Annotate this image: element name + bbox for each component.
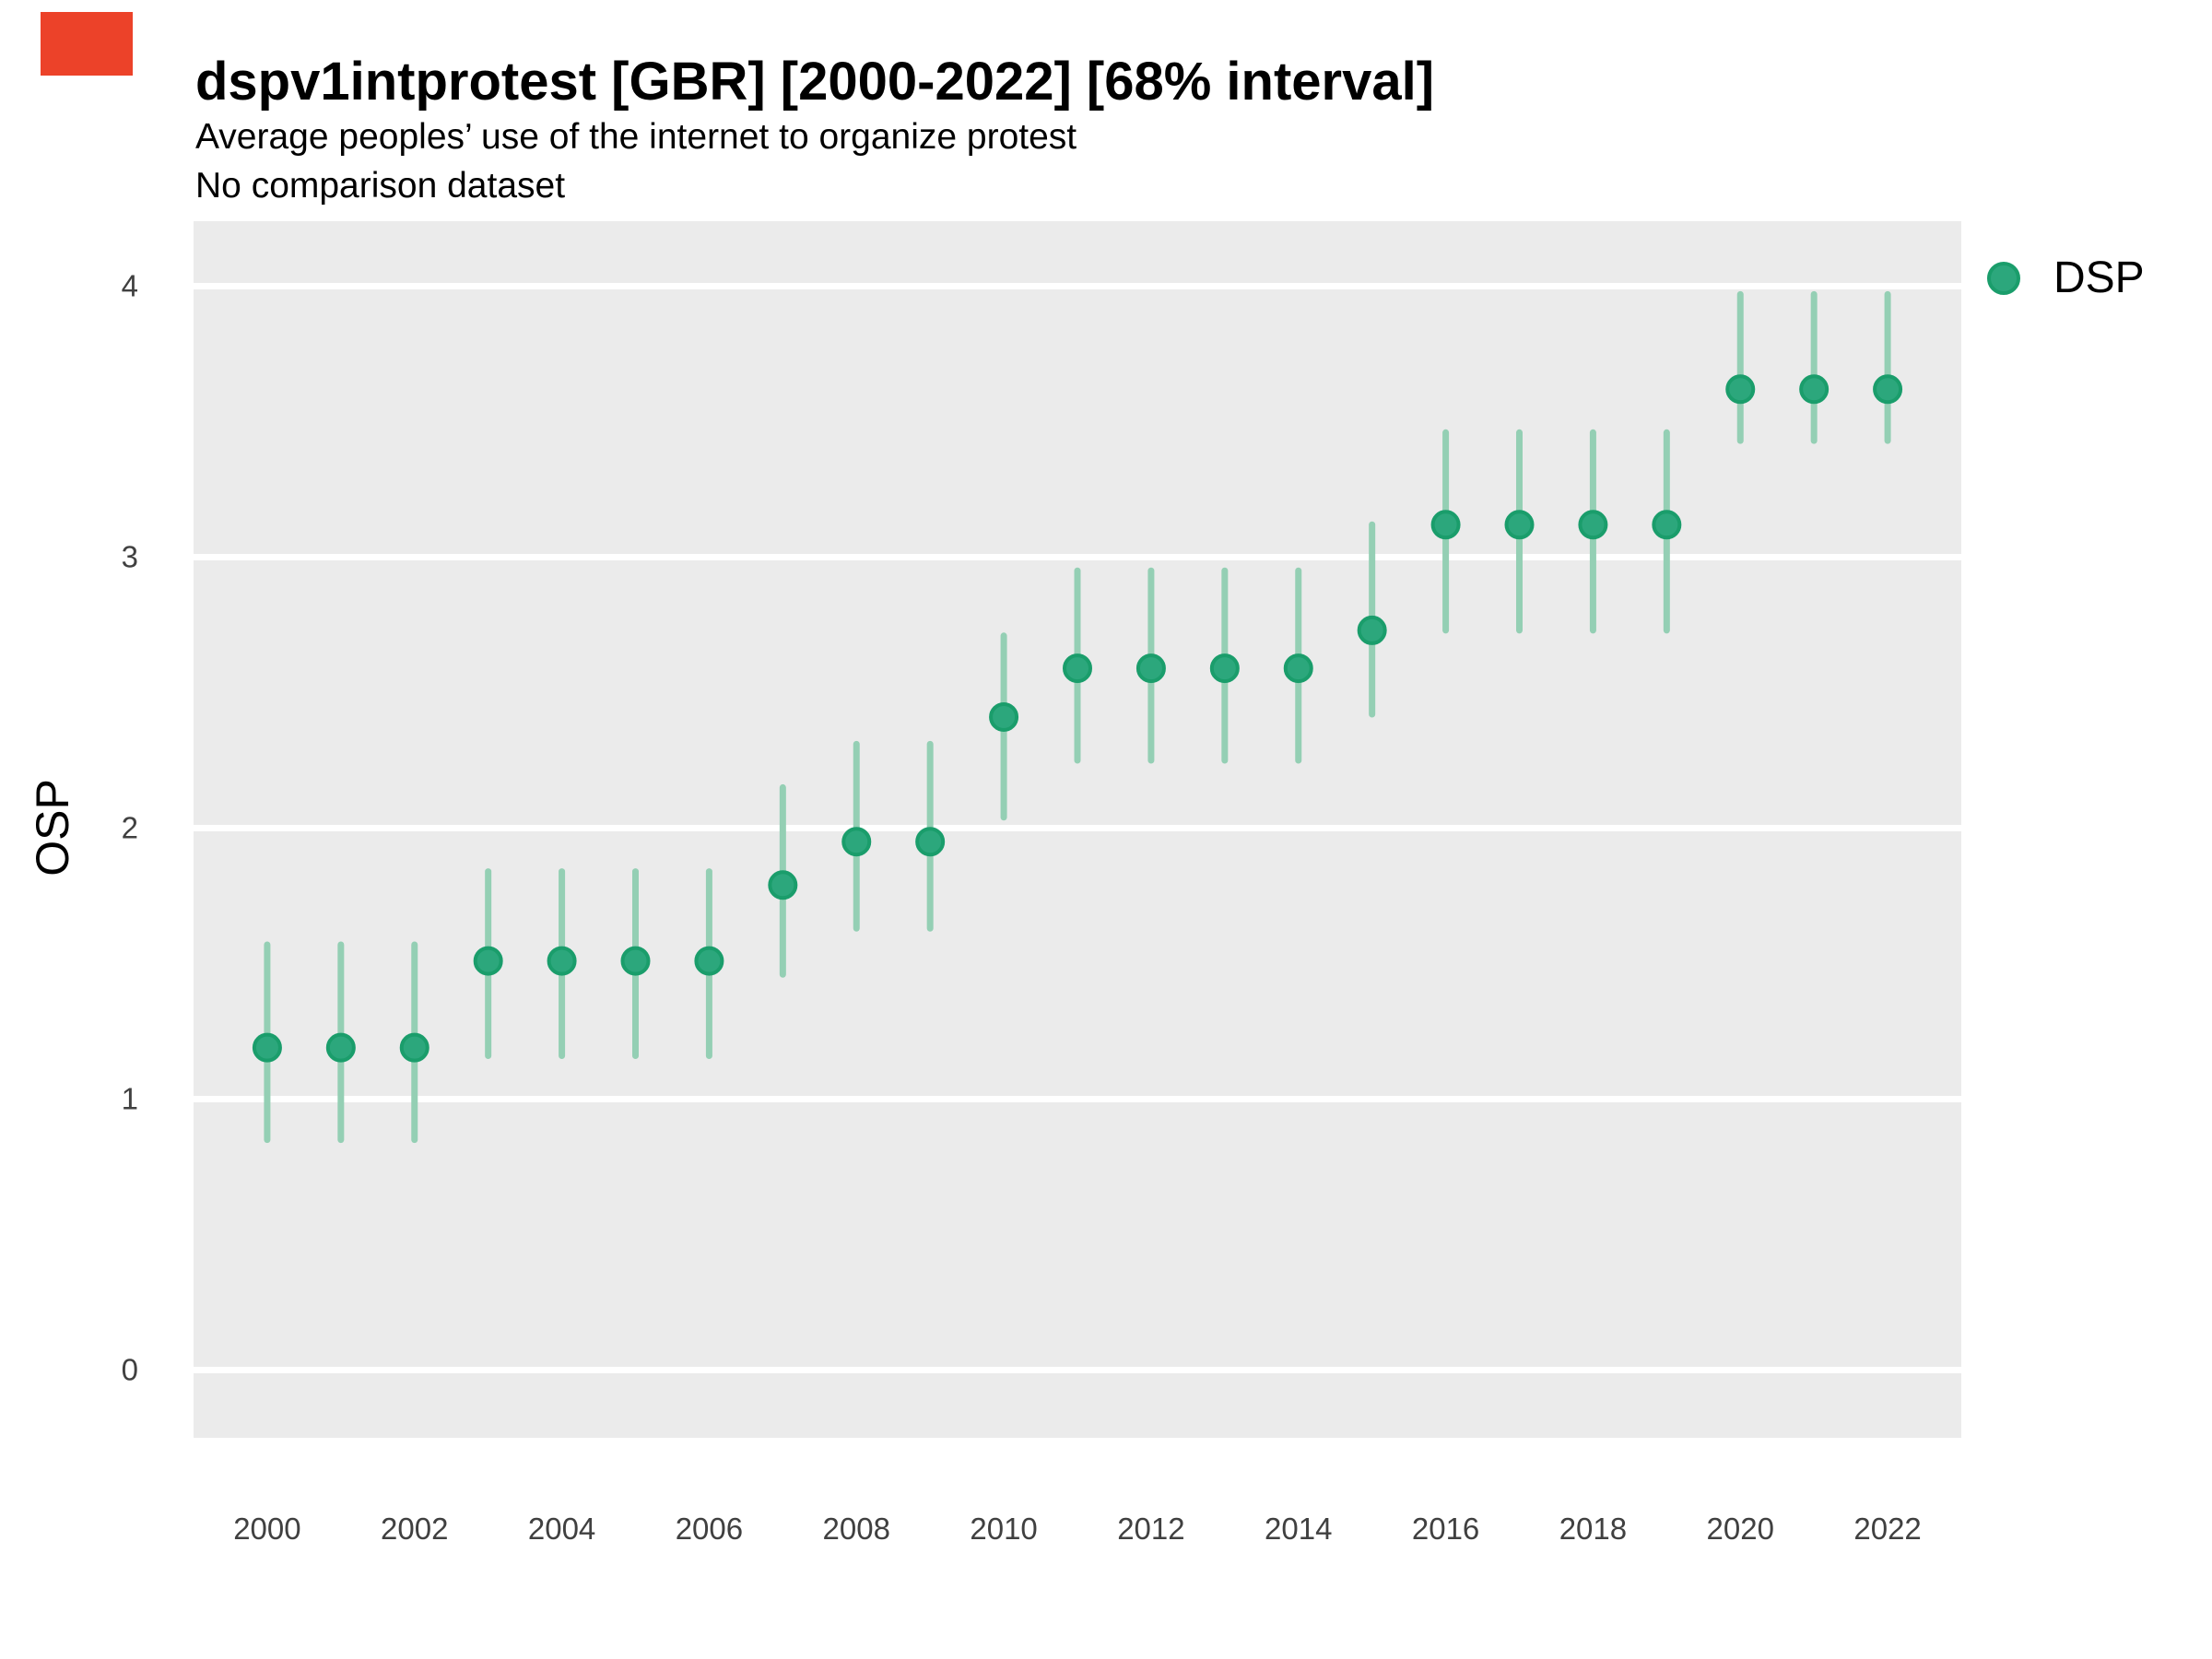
data-point bbox=[989, 701, 1019, 732]
data-point bbox=[1357, 615, 1387, 645]
data-point bbox=[399, 1032, 429, 1063]
x-tick-label: 2012 bbox=[1117, 1512, 1184, 1546]
chart-note: No comparison dataset bbox=[195, 166, 566, 206]
data-point bbox=[841, 827, 872, 857]
data-point bbox=[915, 827, 946, 857]
red-square-marker bbox=[41, 12, 133, 76]
x-tick-label: 2016 bbox=[1412, 1512, 1479, 1546]
x-tick-label: 2002 bbox=[381, 1512, 448, 1546]
data-point bbox=[1430, 510, 1461, 540]
x-tick-label-group: 2000 2002 2004 2006 2008 2010 2012 2014 2016 2018… bbox=[233, 1512, 1922, 1546]
data-point bbox=[473, 946, 503, 976]
x-tick-label: 2022 bbox=[1853, 1512, 1921, 1546]
data-point bbox=[1652, 510, 1682, 540]
data-point bbox=[768, 870, 798, 900]
data-point bbox=[694, 946, 724, 976]
x-tick-label: 2014 bbox=[1265, 1512, 1332, 1546]
chart-subtitle: Average peoples’ use of the internet to … bbox=[195, 117, 1077, 157]
y-tick-label: 4 bbox=[122, 269, 138, 303]
chart-title: dspv1intprotest [GBR] [2000-2022] [68% i… bbox=[195, 52, 1435, 112]
data-point bbox=[547, 946, 577, 976]
y-tick-label: 3 bbox=[122, 540, 138, 574]
data-point bbox=[252, 1032, 282, 1063]
legend-label: DSP bbox=[2053, 253, 2145, 302]
x-tick-label: 2004 bbox=[528, 1512, 595, 1546]
x-tick-label: 2010 bbox=[970, 1512, 1037, 1546]
data-point bbox=[1209, 653, 1240, 684]
data-point bbox=[1799, 374, 1830, 405]
data-point bbox=[325, 1032, 356, 1063]
data-point bbox=[1283, 653, 1313, 684]
y-tick-label: 0 bbox=[122, 1353, 138, 1387]
data-point bbox=[1504, 510, 1535, 540]
x-tick-label: 2008 bbox=[823, 1512, 890, 1546]
x-tick-label: 2020 bbox=[1707, 1512, 1774, 1546]
data-point bbox=[1578, 510, 1608, 540]
data-point bbox=[1873, 374, 1903, 405]
data-point bbox=[1063, 653, 1092, 684]
data-point bbox=[1135, 653, 1166, 684]
y-tick-label-group: 0 1 2 3 4 bbox=[122, 269, 138, 1387]
data-point bbox=[1725, 374, 1756, 405]
y-tick-label: 1 bbox=[122, 1082, 138, 1116]
legend-point-swatch bbox=[1987, 262, 2020, 295]
data-point bbox=[620, 946, 651, 976]
y-axis-title: OSP bbox=[27, 779, 78, 877]
x-tick-label: 2000 bbox=[233, 1512, 300, 1546]
y-tick-label: 2 bbox=[122, 811, 138, 845]
x-tick-label: 2006 bbox=[676, 1512, 743, 1546]
data-point-group bbox=[252, 374, 1903, 1063]
x-tick-label: 2018 bbox=[1559, 1512, 1627, 1546]
